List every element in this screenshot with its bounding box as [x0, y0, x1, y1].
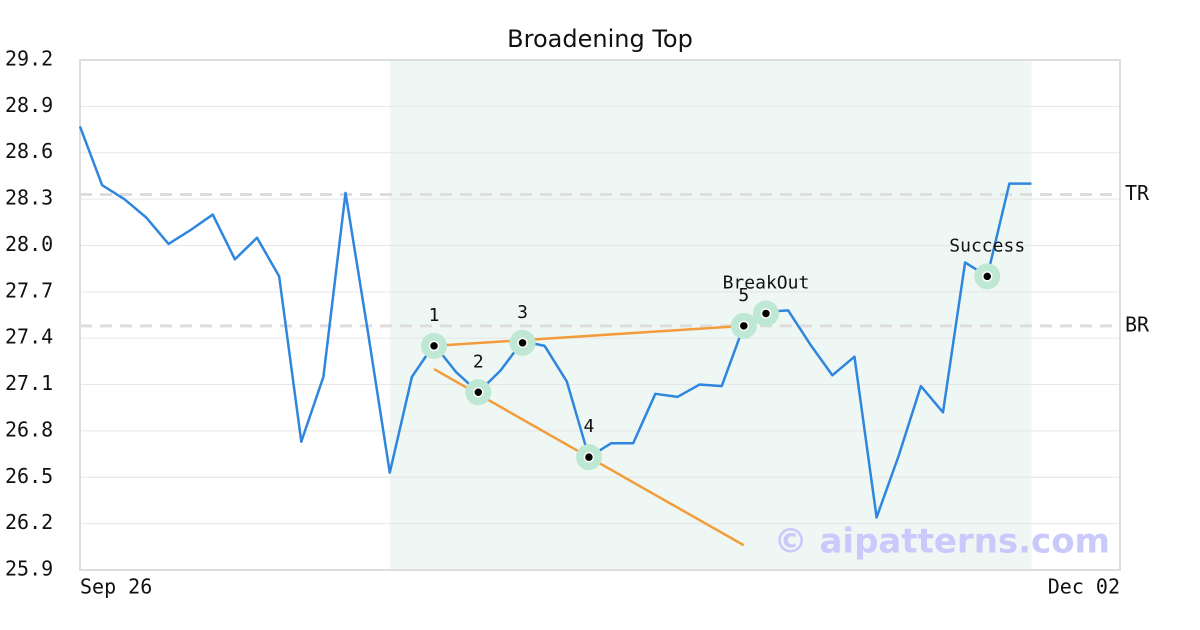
- point-label: Success: [949, 235, 1025, 256]
- point-dot: [738, 320, 750, 332]
- point-label: 2: [473, 351, 484, 372]
- y-tick-label: 28.6: [5, 139, 53, 163]
- point-dot: [760, 308, 772, 319]
- y-tick-label: 28.0: [5, 232, 53, 256]
- y-tick-label: 29.2: [5, 47, 53, 71]
- x-tick-label: Dec 02: [1048, 575, 1120, 599]
- point-dot: [473, 387, 484, 398]
- point-dot: [981, 271, 993, 282]
- pattern-region: [389, 60, 1032, 570]
- level-label: BR: [1125, 312, 1150, 336]
- y-tick-label: 26.8: [5, 417, 53, 441]
- y-tick-label: 27.1: [5, 371, 53, 395]
- y-tick-label: 27.7: [5, 278, 53, 302]
- point-label: BreakOut: [723, 272, 810, 293]
- y-tick-label: 26.2: [5, 510, 53, 534]
- chart-title: Broadening Top: [507, 25, 693, 53]
- y-tick-label: 26.5: [5, 464, 53, 488]
- x-tick-label: Sep 26: [80, 575, 152, 599]
- point-dot: [517, 337, 528, 349]
- y-tick-label: 27.4: [5, 325, 53, 349]
- point-label: 4: [584, 416, 595, 437]
- y-tick-label: 25.9: [5, 557, 53, 581]
- plot-border: [79, 59, 1121, 571]
- point-label: 5: [738, 285, 749, 306]
- watermark: © aipatterns.com: [774, 522, 1110, 562]
- point-dot: [583, 451, 595, 463]
- trend-line: [433, 324, 744, 348]
- level-label: TR: [1125, 181, 1150, 205]
- point-label: 1: [429, 305, 440, 326]
- point-label: 3: [517, 302, 528, 323]
- price-line: [78, 126, 1032, 519]
- point-dot: [428, 340, 440, 352]
- y-tick-label: 28.3: [5, 186, 53, 210]
- y-tick-label: 28.9: [5, 93, 53, 117]
